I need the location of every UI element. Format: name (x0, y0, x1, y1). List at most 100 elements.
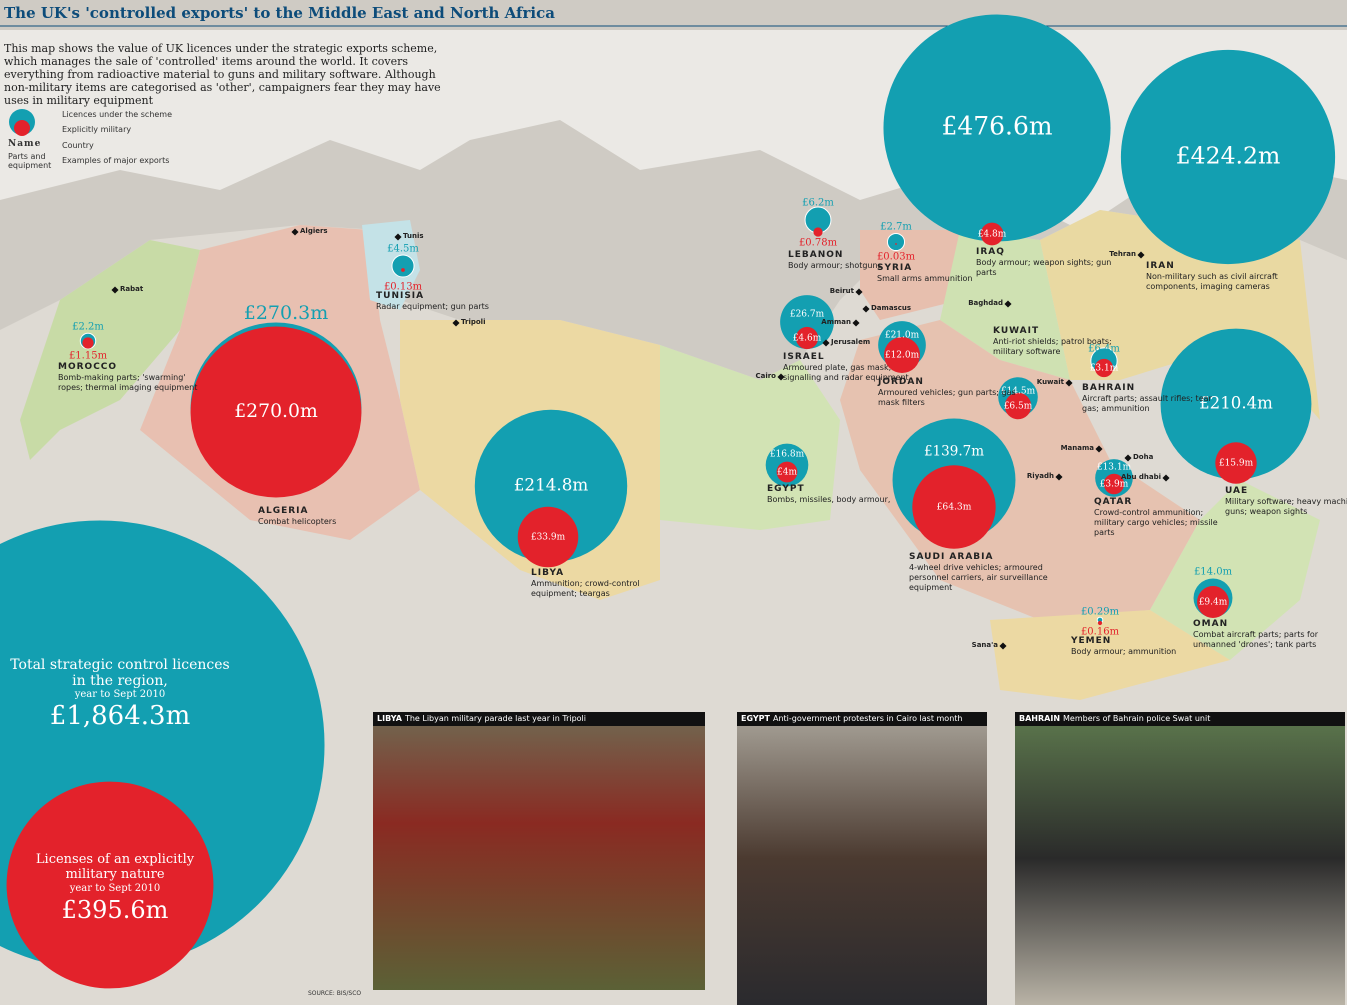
photo-libya: LIBYA The Libyan military parade last yea… (373, 712, 705, 990)
country-name: ALGERIA (258, 506, 309, 516)
country-name: ISRAEL (783, 352, 825, 362)
value-label-inside: £214.8m (514, 475, 589, 495)
value-label-inside: £476.6m (941, 112, 1052, 141)
photo-caption: The Libyan military parade last year in … (404, 714, 587, 723)
city-label: Doha (1133, 453, 1154, 461)
military-circle (1103, 473, 1125, 495)
country-exports: Body armour; ammunition (1071, 647, 1177, 656)
military-circle (401, 268, 405, 272)
city-label: Tunis (403, 232, 424, 240)
value-label: £0.03m (877, 252, 916, 263)
licence-circle (883, 14, 1111, 242)
value-label: £4.5m (387, 244, 419, 255)
country-exports: Combat aircraft parts; parts for unmanne… (1193, 630, 1319, 649)
value-label-inside: £21.0m (885, 331, 920, 341)
city-marker (862, 305, 870, 313)
city-label: Riyadh (1026, 472, 1054, 480)
country-exports: Armoured vehicles; gun parts; gas mask f… (878, 388, 1016, 407)
country-name: LIBYA (531, 568, 565, 578)
military-circle (795, 326, 819, 350)
country-exports: Crowd-control ammunition; military cargo… (1094, 508, 1218, 537)
country-name: UAE (1225, 486, 1249, 496)
country-name: LEBANON (788, 250, 844, 260)
country-exports: Body armour; weapon sights; gun parts (976, 258, 1112, 277)
value-label: £0.78m (799, 238, 838, 249)
syria-land (860, 230, 960, 320)
value-label-inside: £6.5m (1004, 402, 1033, 412)
city-marker (111, 286, 119, 294)
military-circle (1197, 586, 1229, 618)
legend-parts-desc: Examples of major exports (62, 156, 170, 165)
value-label-inside: £3.1m (1090, 364, 1119, 374)
value-label: £270.3m (244, 302, 329, 324)
yemen-land (990, 610, 1230, 700)
morocco-land (20, 240, 200, 460)
country-name: JORDAN (878, 377, 924, 387)
legend-parts-sample: Parts and equipment (8, 152, 52, 170)
value-label: £6.2m (802, 198, 834, 209)
country-exports: Small arms ammunition (877, 274, 973, 283)
value-label-inside: £16.8m (770, 450, 805, 460)
intro: This map shows the value of UK licences … (4, 42, 441, 107)
country-exports: Armoured plate, gas mask, signalling and… (783, 363, 909, 382)
value-label-inside: £9.4m (1199, 598, 1228, 608)
city-marker (852, 319, 860, 327)
value-label: £14.0m (1194, 567, 1233, 578)
city-label: Amman (821, 318, 851, 326)
country-exports: Combat helicopters (258, 517, 337, 526)
total-military-circle (6, 781, 214, 989)
value-label: £6.4m (1088, 344, 1120, 355)
city-marker (855, 288, 863, 296)
city-label: Sana'a (971, 641, 998, 649)
value-label-inside: £26.7m (790, 310, 825, 320)
title: The UK's 'controlled exports' to the Mid… (4, 4, 555, 22)
saudi-land (840, 320, 1200, 620)
military-circle (82, 337, 94, 349)
country-name: SAUDI ARABIA (909, 552, 994, 562)
value-label-inside: £4.8m (978, 230, 1007, 240)
photo-bahrain: BAHRAIN Members of Bahrain police Swat un… (1015, 712, 1345, 1005)
city-label: Kuwait (1036, 378, 1064, 386)
country-exports: Non-military such as civil aircraft comp… (1146, 272, 1278, 291)
country-name: IRAN (1146, 261, 1175, 271)
value-label: £0.13m (384, 282, 423, 293)
country-name: SYRIA (877, 263, 913, 273)
value-label: £2.2m (72, 322, 104, 333)
city-marker (777, 373, 785, 381)
tunisia-land (362, 220, 420, 310)
legend-name-sample: Name (8, 139, 42, 149)
total-period: year to Sept 2010 (69, 883, 161, 894)
country-name: KUWAIT (993, 326, 1040, 336)
total-value: £395.6m (61, 896, 169, 924)
military-circle (980, 222, 1004, 246)
photo-egypt: EGYPT Anti-government protesters in Cairo… (737, 712, 987, 1005)
city-label: Tehran (1109, 250, 1136, 258)
country-name: MOROCCO (58, 362, 118, 372)
value-label-inside: £270.0m (234, 401, 318, 422)
city-marker (1004, 300, 1012, 308)
country-exports: Body armour; shotguns (788, 261, 882, 270)
licence-circle (886, 232, 906, 252)
city-marker (999, 642, 1007, 650)
total-period: year to Sept 2010 (74, 689, 166, 700)
value-label-inside: £14.5m (1001, 387, 1036, 397)
country-exports: Aircraft parts; assault rifles; tear gas… (1082, 394, 1212, 413)
military-circle (776, 461, 798, 483)
value-label-inside: £424.2m (1176, 142, 1281, 170)
country-exports: Bombs, missiles, body armour, (767, 495, 891, 504)
country-name: QATAR (1094, 497, 1133, 507)
legend-military: Explicitly military (62, 125, 132, 134)
city-label: Jerusalem (831, 338, 871, 346)
military-circle (895, 243, 897, 245)
value-label: £0.29m (1081, 607, 1120, 618)
total-value: £1,864.3m (49, 701, 191, 731)
country-name: OMAN (1193, 619, 1229, 629)
city-label: Algiers (300, 227, 328, 235)
city-marker (822, 339, 830, 347)
city-label: Baghdad (968, 299, 1003, 307)
licence-circle (391, 254, 415, 278)
value-label-inside: £33.9m (531, 533, 566, 543)
city-label: Damascus (871, 304, 912, 312)
military-circle (190, 326, 362, 498)
